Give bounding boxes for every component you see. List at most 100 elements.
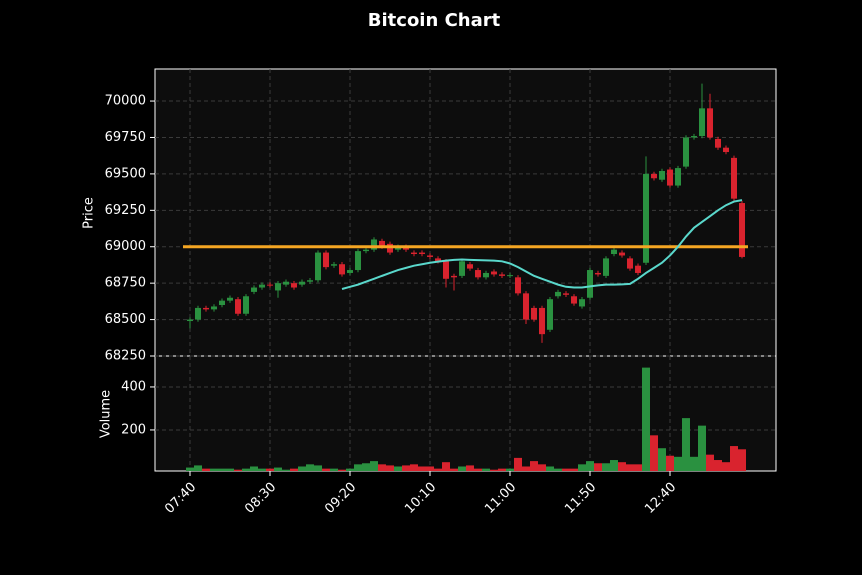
candle-body: [371, 239, 377, 250]
candle-body: [363, 249, 369, 252]
candle-body: [411, 252, 417, 255]
candle-body: [563, 293, 569, 295]
volume-bar: [434, 468, 442, 471]
candle-body: [515, 277, 521, 294]
volume-bar: [474, 468, 482, 471]
candle-body: [651, 173, 657, 179]
volume-bar: [706, 454, 714, 471]
candle-body: [587, 270, 593, 298]
volume-bar: [538, 464, 546, 471]
candle-body: [339, 264, 345, 275]
volume-bar: [634, 464, 642, 471]
x-tick-label: 11:50: [562, 480, 599, 517]
volume-bar: [466, 465, 474, 471]
candle-body: [291, 283, 297, 288]
volume-bar: [274, 467, 282, 471]
candle-body: [323, 252, 329, 268]
volume-bar: [490, 469, 498, 471]
x-tick-label: 08:30: [242, 480, 279, 517]
candle-body: [211, 306, 217, 310]
candle-body: [243, 296, 249, 314]
candle-body: [547, 299, 553, 330]
volume-bar: [410, 464, 418, 471]
volume-bar: [650, 435, 658, 471]
y-tick-label: 69500: [105, 166, 146, 181]
candle-body: [619, 252, 625, 256]
y-tick-label: 69750: [105, 130, 146, 145]
candle-body: [491, 271, 497, 275]
candle-body: [187, 319, 193, 322]
volume-bar: [250, 466, 258, 471]
candle-body: [219, 300, 225, 306]
candle-body: [539, 307, 545, 335]
volume-bar: [530, 461, 538, 471]
volume-bar: [514, 457, 522, 471]
volume-bar: [306, 464, 314, 471]
volume-bar: [698, 425, 706, 471]
volume-bar: [578, 464, 586, 471]
candle-body: [203, 307, 209, 310]
candle-body: [731, 157, 737, 199]
volume-bar: [618, 462, 626, 471]
volume-bar: [194, 465, 202, 471]
volume-bar: [498, 468, 506, 471]
volume-bar: [642, 367, 650, 471]
volume-bar: [666, 455, 674, 471]
volume-bar: [450, 468, 458, 471]
candle-body: [347, 270, 353, 273]
volume-bar: [626, 464, 634, 471]
volume-bar: [482, 468, 490, 471]
chart-title: Bitcoin Chart: [368, 10, 501, 31]
candle-body: [507, 275, 513, 277]
volume-bar: [602, 463, 610, 471]
x-tick-label: 07:40: [162, 480, 199, 517]
volume-bar: [354, 464, 362, 471]
volume-bar: [378, 464, 386, 471]
volume-bar: [674, 456, 682, 471]
candle-body: [299, 281, 305, 285]
y-tick-label: 68250: [105, 349, 146, 364]
candle-body: [627, 258, 633, 269]
volume-bar: [234, 469, 242, 471]
candle-body: [427, 255, 433, 257]
candle-body: [723, 147, 729, 153]
volume-bar: [426, 466, 434, 471]
candle-body: [475, 270, 481, 278]
volume-bar: [186, 467, 194, 471]
volume-bar: [570, 468, 578, 471]
volume-bar: [594, 463, 602, 471]
y-tick-label: 68500: [105, 312, 146, 327]
candle-body: [579, 299, 585, 307]
candle-body: [571, 296, 577, 304]
candle-body: [643, 173, 649, 263]
volume-bar: [610, 460, 618, 471]
price-panel: [154, 68, 777, 357]
volume-bar: [298, 466, 306, 471]
candle-body: [283, 281, 289, 285]
candle-body: [595, 272, 601, 275]
volume-bar: [690, 456, 698, 471]
volume-bar: [242, 468, 250, 471]
candle-body: [451, 275, 457, 278]
volume-bar: [714, 460, 722, 471]
candle-body: [459, 261, 465, 276]
volume-bar: [522, 466, 530, 471]
candle-body: [443, 261, 449, 279]
candle-body: [603, 258, 609, 276]
volume-bar: [458, 466, 466, 471]
candle-body: [315, 252, 321, 281]
volume-bar: [562, 468, 570, 471]
volume-bar: [586, 461, 594, 471]
candle-body: [379, 240, 385, 247]
candle-body: [555, 291, 561, 297]
candle-body: [531, 307, 537, 320]
candle-body: [355, 251, 361, 271]
volume-bar: [282, 469, 290, 471]
candle-body: [467, 264, 473, 269]
volume-bar: [346, 468, 354, 471]
candle-body: [307, 280, 313, 282]
x-tick-label: 09:20: [322, 480, 359, 517]
y-tick-label: 70000: [105, 94, 146, 109]
y-axis-label: Price: [82, 197, 97, 229]
